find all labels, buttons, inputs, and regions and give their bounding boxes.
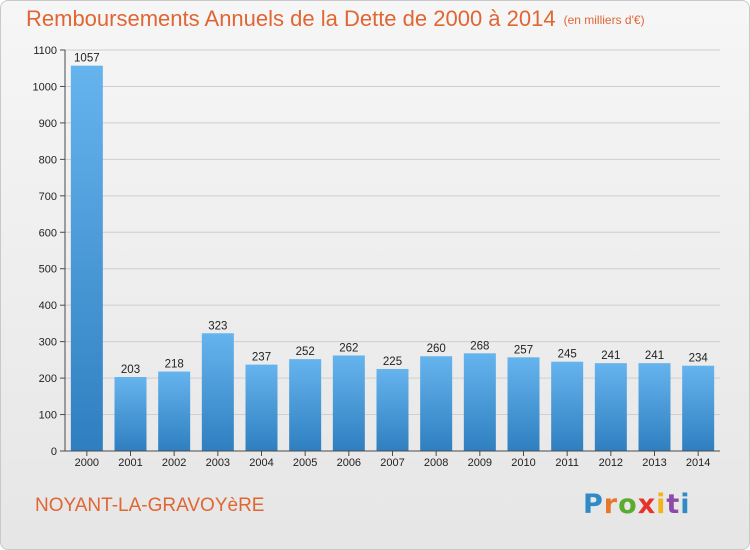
chart-title-container: Remboursements Annuels de la Dette de 20… [26,6,645,32]
bar [332,355,365,451]
y-tick-label: 800 [39,154,57,166]
bar [245,364,278,451]
x-tick-label: 2010 [511,457,535,469]
x-tick-label: 2002 [162,457,186,469]
bar-value-label: 1057 [74,53,100,65]
bar [638,363,671,451]
x-tick-label: 2011 [555,457,579,469]
bar-value-label: 323 [208,320,227,332]
bars [70,65,715,452]
axes [60,49,720,456]
logo-letter: i [680,489,691,520]
y-tick-label: 600 [39,227,57,239]
chart-title: Remboursements Annuels de la Dette de 20… [26,6,556,31]
y-tick-label: 0 [51,446,57,458]
y-tick-label: 500 [39,264,57,276]
bar-value-label: 262 [339,342,358,354]
bar-value-label: 241 [601,350,620,362]
bar-value-label: 234 [689,353,709,365]
labels: 0 100 200 300 400 500 600 700 800 900 1000 1100 1057… [33,45,711,469]
y-tick-label: 900 [39,118,57,130]
bar [594,363,627,451]
bar-value-label: 245 [558,349,577,361]
y-tick-label: 1000 [33,81,57,93]
bar-value-label: 257 [514,344,533,356]
y-tick-label: 100 [39,410,57,422]
logo-letter: r [603,489,619,520]
bar-value-label: 241 [645,350,664,362]
logo-letter: P [583,489,604,520]
bar [507,357,540,451]
bar [114,376,147,451]
logo-letter: t [666,489,681,520]
commune-name: NOYANT-LA-GRAVOYèRE [35,495,265,516]
x-tick-label: 2013 [642,457,666,469]
bar [420,356,453,451]
x-tick-label: 2001 [118,457,142,469]
x-tick-label: 2004 [249,457,273,469]
y-tick-label: 400 [39,300,57,312]
bar-value-label: 218 [165,359,184,371]
x-tick-label: 2009 [468,457,492,469]
x-tick-label: 2000 [75,457,99,469]
bar-value-label: 252 [296,346,315,358]
logo-letter: o [618,489,638,520]
bar [289,359,322,451]
bar-value-label: 260 [427,343,446,355]
bar-value-label: 237 [252,352,271,364]
bar [376,368,409,451]
x-tick-label: 2003 [206,457,230,469]
bar-value-label: 203 [121,364,140,376]
y-tick-label: 200 [39,373,57,385]
x-tick-label: 2014 [686,457,710,469]
bar [551,361,584,451]
y-tick-label: 700 [39,191,57,203]
bar-value-label: 268 [470,340,489,352]
y-tick-label: 1100 [33,45,57,57]
bar [201,333,234,451]
x-tick-label: 2005 [293,457,317,469]
x-tick-label: 2006 [337,457,361,469]
bar [463,353,496,451]
bar [158,371,191,451]
bar-value-label: 225 [383,356,402,368]
y-tick-label: 300 [39,337,57,349]
x-tick-label: 2007 [380,457,404,469]
x-tick-label: 2012 [599,457,623,469]
logo-letter: x [637,489,657,520]
bar [70,65,103,452]
chart-subtitle: (en milliers d'€) [563,13,645,27]
bar [682,365,715,451]
proxiti-logo[interactable]: Proxiti [583,489,691,520]
logo-letter: i [656,489,667,520]
x-tick-label: 2008 [424,457,448,469]
